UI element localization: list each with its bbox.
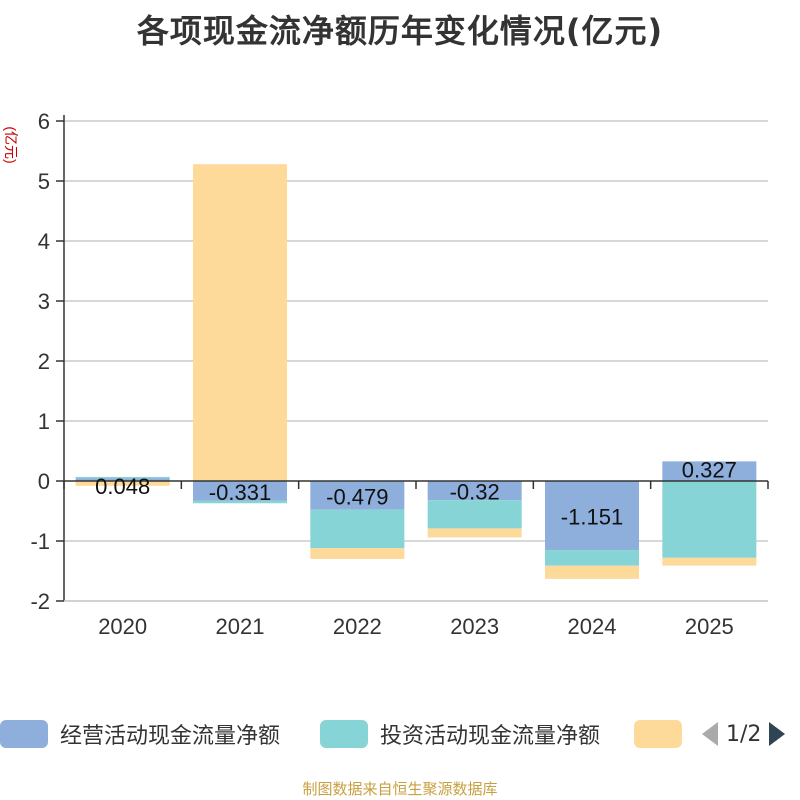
legend-swatch-investing bbox=[320, 720, 368, 748]
bar-2021-series-2[interactable] bbox=[193, 164, 287, 481]
data-label: 0.048 bbox=[95, 474, 150, 499]
y-tick-label: 6 bbox=[38, 109, 50, 134]
bar-2022-series-1[interactable] bbox=[310, 509, 405, 549]
bar-2024-series-1[interactable] bbox=[545, 550, 639, 566]
source-footer: 制图数据来自恒生聚源数据库 bbox=[302, 780, 498, 798]
legend-item-investing[interactable]: 投资活动现金流量净额 bbox=[320, 716, 600, 752]
bar-2025-series-0[interactable] bbox=[662, 461, 757, 481]
legend-item-operating[interactable]: 经营活动现金流量净额 bbox=[0, 716, 280, 752]
axes: -2 -1 0 1 2 3 4 5 6 2020 2021 2022 2023 2024 2025 bbox=[30, 109, 769, 639]
bar-2020-series-1[interactable] bbox=[75, 476, 170, 479]
y-tick-label: 1 bbox=[38, 409, 50, 434]
legend-pager: 1/2 bbox=[700, 716, 787, 752]
data-label: -0.32 bbox=[450, 480, 500, 505]
prev-page-icon[interactable] bbox=[700, 720, 720, 748]
x-tick-label: 2025 bbox=[685, 614, 734, 639]
chart-title: 各项现金流净额历年变化情况(亿元) bbox=[136, 12, 664, 50]
bar-2021-series-0[interactable] bbox=[193, 481, 287, 501]
y-tick-label: 0 bbox=[38, 469, 50, 494]
x-tick-label: 2023 bbox=[450, 614, 499, 639]
y-tick-label: 4 bbox=[38, 229, 50, 254]
y-tick-label: 3 bbox=[38, 289, 50, 314]
legend: 经营活动现金流量净额 投资活动现金流量净额 1/2 bbox=[0, 716, 800, 756]
data-labels: 0.048 -0.331 -0.479 -0.32 -1.151 0.327 bbox=[95, 457, 737, 529]
bar-2020-series-0[interactable] bbox=[75, 478, 170, 481]
legend-swatch-financing bbox=[634, 720, 682, 748]
data-label: -0.331 bbox=[209, 480, 271, 505]
bar-2022-series-0[interactable] bbox=[310, 481, 405, 510]
legend-label-investing: 投资活动现金流量净额 bbox=[380, 724, 601, 749]
x-tick-label: 2022 bbox=[333, 614, 382, 639]
x-tick-label: 2020 bbox=[98, 614, 147, 639]
x-tick-label: 2024 bbox=[568, 614, 617, 639]
bar-series bbox=[75, 164, 757, 579]
bar-2024-series-0[interactable] bbox=[545, 481, 639, 551]
data-label: 0.327 bbox=[682, 457, 737, 482]
y-tick-label: 2 bbox=[38, 349, 50, 374]
bar-2022-series-2[interactable] bbox=[310, 548, 405, 559]
y-tick-label: -2 bbox=[30, 589, 50, 614]
legend-item-financing[interactable] bbox=[634, 716, 682, 752]
y-tick-label: -1 bbox=[30, 529, 50, 554]
bar-2025-series-1[interactable] bbox=[662, 481, 757, 558]
bar-2021-series-1[interactable] bbox=[193, 500, 287, 504]
x-tick-label: 2021 bbox=[216, 614, 265, 639]
next-page-icon[interactable] bbox=[767, 720, 787, 748]
bar-2023-series-1[interactable] bbox=[427, 500, 522, 529]
legend-swatch-operating bbox=[0, 720, 48, 748]
bar-2023-series-2[interactable] bbox=[427, 528, 522, 538]
bar-2024-series-2[interactable] bbox=[545, 565, 639, 579]
legend-page-indicator: 1/2 bbox=[726, 721, 762, 747]
bar-2025-series-2[interactable] bbox=[662, 557, 757, 566]
data-label: -1.151 bbox=[561, 505, 623, 530]
y-tick-label: 5 bbox=[38, 169, 50, 194]
data-label: -0.479 bbox=[326, 484, 388, 509]
legend-label-operating: 经营活动现金流量净额 bbox=[60, 724, 281, 749]
bar-2023-series-0[interactable] bbox=[427, 481, 522, 501]
y-axis-label: (亿元) bbox=[3, 126, 19, 163]
bar-2020-series-2[interactable] bbox=[75, 481, 170, 486]
